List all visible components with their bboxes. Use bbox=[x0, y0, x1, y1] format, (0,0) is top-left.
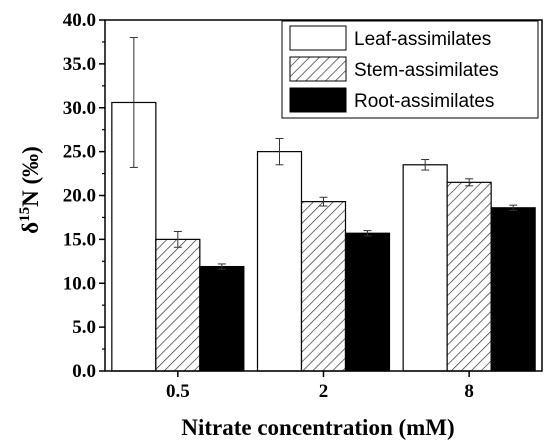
legend-swatch-root-assimilates bbox=[289, 87, 347, 113]
bar-stem-assimilates-8 bbox=[446, 181, 492, 372]
y-axis-title-rest: N (‰) bbox=[18, 146, 43, 207]
legend-label-leaf-assimilates: Leaf-assimilates bbox=[354, 29, 491, 50]
y-tick-label: 0.0 bbox=[72, 361, 96, 382]
y-tick-label: 30.0 bbox=[63, 98, 96, 119]
y-tick-label: 5.0 bbox=[72, 317, 96, 338]
bar-leaf-assimilates-8 bbox=[402, 164, 448, 372]
y-tick-label: 25.0 bbox=[63, 142, 96, 163]
plot-area: 0.5 2 8 0.0 5.0 10.0 15.0 20.0 25.0 30.0 35.0 40.0 bbox=[63, 10, 543, 402]
bar-leaf-assimilates-2 bbox=[256, 151, 303, 372]
bar-stem-assimilates-2 bbox=[300, 201, 347, 372]
legend-label-stem-assimilates: Stem-assimilates bbox=[354, 60, 499, 81]
plot-frame bbox=[104, 19, 543, 372]
y-tick-label: 15.0 bbox=[63, 229, 96, 250]
legend: Leaf-assimilates Stem-assimilates Root-ass… bbox=[281, 20, 539, 119]
x-tick-label: 8 bbox=[464, 381, 474, 402]
y-axis-title-superscript: 15 bbox=[17, 207, 33, 222]
bar-root-assimilates-2 bbox=[344, 232, 391, 372]
x-axis-title: Nitrate concentration (mM) bbox=[181, 415, 454, 440]
x-tick-label: 2 bbox=[319, 381, 329, 402]
bar-stem-assimilates-0.5 bbox=[155, 238, 201, 372]
y-axis-title: δ15N (‰) bbox=[17, 146, 43, 234]
y-axis-title-delta: δ bbox=[18, 222, 43, 234]
bar-root-assimilates-0.5 bbox=[199, 265, 245, 372]
bar-root-assimilates-8 bbox=[490, 207, 536, 372]
legend-swatch-leaf-assimilates bbox=[289, 25, 347, 51]
y-tick-label: 10.0 bbox=[63, 273, 96, 294]
legend-swatch-stem-assimilates bbox=[289, 56, 347, 82]
x-tick-label: 0.5 bbox=[166, 381, 190, 402]
y-tick-label: 35.0 bbox=[63, 54, 96, 75]
y-tick-label: 40.0 bbox=[63, 10, 96, 31]
y-tick-label: 20.0 bbox=[63, 186, 96, 207]
legend-label-root-assimilates: Root-assimilates bbox=[354, 91, 494, 112]
